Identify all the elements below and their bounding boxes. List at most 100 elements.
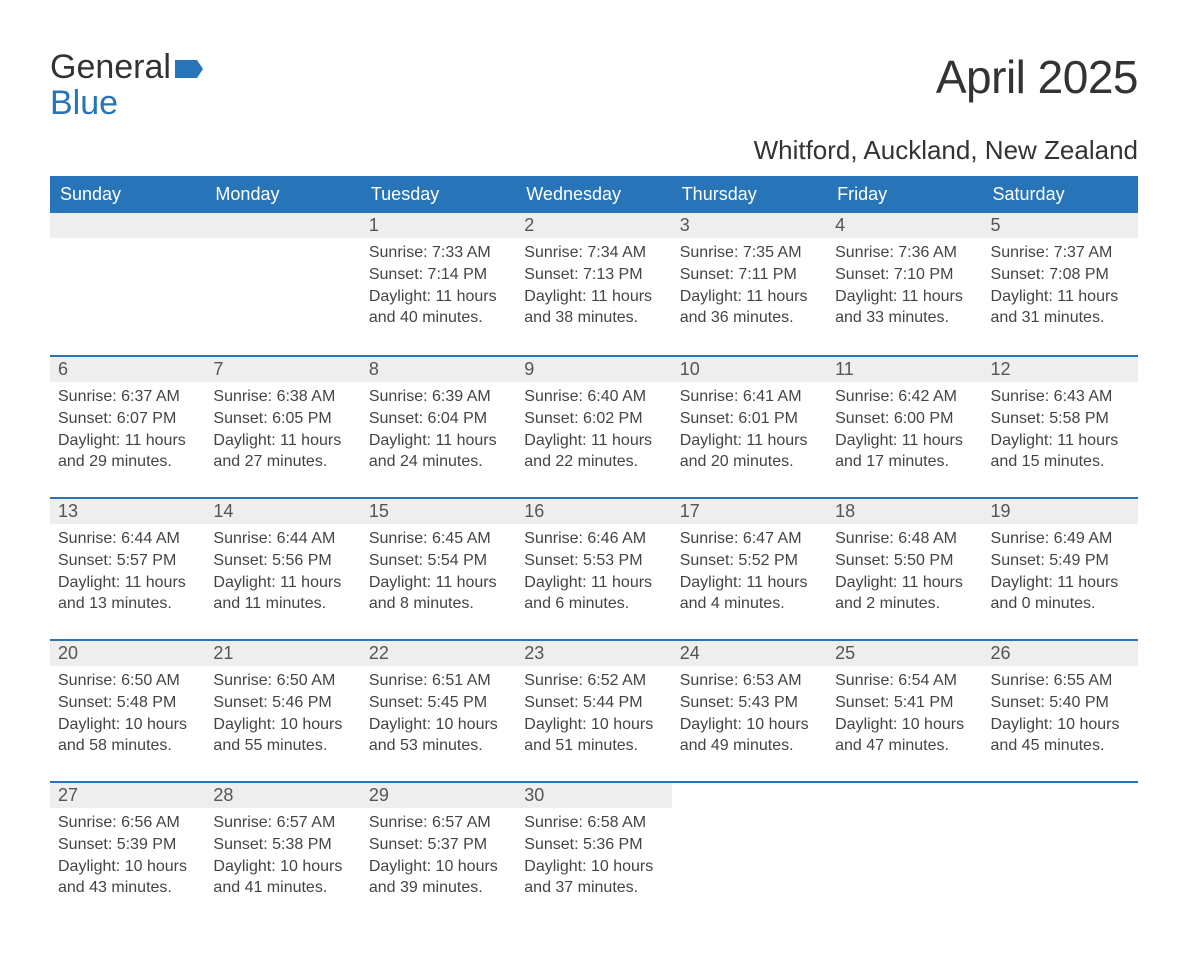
- daylight-text: and 38 minutes.: [524, 307, 663, 329]
- weekday-header: Wednesday: [516, 176, 671, 213]
- day-number: 8: [361, 357, 516, 382]
- weekday-header-row: Sunday Monday Tuesday Wednesday Thursday…: [50, 176, 1138, 213]
- calendar-day-cell: 2Sunrise: 7:34 AMSunset: 7:13 PMDaylight…: [516, 213, 671, 355]
- header: General Blue April 2025: [50, 50, 1138, 121]
- day-number: 2: [516, 213, 671, 238]
- calendar-day-cell: 23Sunrise: 6:52 AMSunset: 5:44 PMDayligh…: [516, 639, 671, 781]
- day-body: Sunrise: 6:44 AMSunset: 5:56 PMDaylight:…: [205, 524, 360, 624]
- weekday-header: Friday: [827, 176, 982, 213]
- calendar-week-row: 20Sunrise: 6:50 AMSunset: 5:48 PMDayligh…: [50, 639, 1138, 781]
- day-number: 4: [827, 213, 982, 238]
- sunset-text: Sunset: 5:37 PM: [369, 834, 508, 856]
- day-body: Sunrise: 7:37 AMSunset: 7:08 PMDaylight:…: [983, 238, 1138, 338]
- day-number: 11: [827, 357, 982, 382]
- day-body: Sunrise: 6:51 AMSunset: 5:45 PMDaylight:…: [361, 666, 516, 766]
- calendar-day-cell: 19Sunrise: 6:49 AMSunset: 5:49 PMDayligh…: [983, 497, 1138, 639]
- sunset-text: Sunset: 6:00 PM: [835, 408, 974, 430]
- daylight-text: Daylight: 11 hours: [58, 572, 197, 594]
- day-number: 1: [361, 213, 516, 238]
- daylight-text: and 49 minutes.: [680, 735, 819, 757]
- day-number: 20: [50, 641, 205, 666]
- flag-icon: [175, 50, 203, 86]
- day-body: Sunrise: 7:35 AMSunset: 7:11 PMDaylight:…: [672, 238, 827, 338]
- day-number: 5: [983, 213, 1138, 238]
- sunrise-text: Sunrise: 6:52 AM: [524, 670, 663, 692]
- day-body: Sunrise: 6:46 AMSunset: 5:53 PMDaylight:…: [516, 524, 671, 624]
- daylight-text: Daylight: 11 hours: [680, 572, 819, 594]
- day-body: Sunrise: 6:45 AMSunset: 5:54 PMDaylight:…: [361, 524, 516, 624]
- sunrise-text: Sunrise: 7:36 AM: [835, 242, 974, 264]
- day-body: Sunrise: 6:49 AMSunset: 5:49 PMDaylight:…: [983, 524, 1138, 624]
- daylight-text: and 20 minutes.: [680, 451, 819, 473]
- logo-word1: General: [50, 48, 171, 86]
- daylight-text: Daylight: 11 hours: [369, 286, 508, 308]
- daylight-text: Daylight: 10 hours: [524, 714, 663, 736]
- daylight-text: and 36 minutes.: [680, 307, 819, 329]
- day-body: Sunrise: 6:40 AMSunset: 6:02 PMDaylight:…: [516, 382, 671, 482]
- day-body: Sunrise: 6:57 AMSunset: 5:38 PMDaylight:…: [205, 808, 360, 908]
- sunset-text: Sunset: 5:41 PM: [835, 692, 974, 714]
- daylight-text: and 37 minutes.: [524, 877, 663, 899]
- daylight-text: Daylight: 11 hours: [369, 572, 508, 594]
- daylight-text: and 51 minutes.: [524, 735, 663, 757]
- sunrise-text: Sunrise: 6:50 AM: [213, 670, 352, 692]
- calendar-day-cell: 21Sunrise: 6:50 AMSunset: 5:46 PMDayligh…: [205, 639, 360, 781]
- daylight-text: and 58 minutes.: [58, 735, 197, 757]
- daylight-text: Daylight: 10 hours: [524, 856, 663, 878]
- calendar-day-cell: 17Sunrise: 6:47 AMSunset: 5:52 PMDayligh…: [672, 497, 827, 639]
- sunrise-text: Sunrise: 6:48 AM: [835, 528, 974, 550]
- day-number: 25: [827, 641, 982, 666]
- daylight-text: and 15 minutes.: [991, 451, 1130, 473]
- weekday-header: Saturday: [983, 176, 1138, 213]
- sunrise-text: Sunrise: 6:57 AM: [213, 812, 352, 834]
- calendar-day-cell: .: [205, 213, 360, 355]
- daylight-text: Daylight: 11 hours: [524, 572, 663, 594]
- sunrise-text: Sunrise: 6:39 AM: [369, 386, 508, 408]
- daylight-text: Daylight: 11 hours: [991, 572, 1130, 594]
- day-number: 12: [983, 357, 1138, 382]
- weekday-header: Sunday: [50, 176, 205, 213]
- calendar-day-cell: 29Sunrise: 6:57 AMSunset: 5:37 PMDayligh…: [361, 781, 516, 923]
- day-number: 17: [672, 499, 827, 524]
- day-number: 26: [983, 641, 1138, 666]
- daylight-text: Daylight: 11 hours: [835, 286, 974, 308]
- sunset-text: Sunset: 5:50 PM: [835, 550, 974, 572]
- weekday-header: Thursday: [672, 176, 827, 213]
- calendar-day-cell: 10Sunrise: 6:41 AMSunset: 6:01 PMDayligh…: [672, 355, 827, 497]
- daylight-text: and 41 minutes.: [213, 877, 352, 899]
- sunset-text: Sunset: 5:52 PM: [680, 550, 819, 572]
- daylight-text: Daylight: 11 hours: [213, 430, 352, 452]
- day-body: Sunrise: 7:34 AMSunset: 7:13 PMDaylight:…: [516, 238, 671, 338]
- day-body: Sunrise: 7:36 AMSunset: 7:10 PMDaylight:…: [827, 238, 982, 338]
- day-body: Sunrise: 6:53 AMSunset: 5:43 PMDaylight:…: [672, 666, 827, 766]
- sunrise-text: Sunrise: 6:57 AM: [369, 812, 508, 834]
- weekday-header: Monday: [205, 176, 360, 213]
- day-number: 21: [205, 641, 360, 666]
- calendar-day-cell: 15Sunrise: 6:45 AMSunset: 5:54 PMDayligh…: [361, 497, 516, 639]
- sunset-text: Sunset: 5:43 PM: [680, 692, 819, 714]
- month-title: April 2025: [936, 50, 1138, 104]
- calendar-day-cell: 8Sunrise: 6:39 AMSunset: 6:04 PMDaylight…: [361, 355, 516, 497]
- daylight-text: and 55 minutes.: [213, 735, 352, 757]
- sunset-text: Sunset: 5:36 PM: [524, 834, 663, 856]
- day-number: 27: [50, 783, 205, 808]
- calendar-day-cell: 5Sunrise: 7:37 AMSunset: 7:08 PMDaylight…: [983, 213, 1138, 355]
- sunrise-text: Sunrise: 6:37 AM: [58, 386, 197, 408]
- day-body: Sunrise: 6:56 AMSunset: 5:39 PMDaylight:…: [50, 808, 205, 908]
- daylight-text: and 11 minutes.: [213, 593, 352, 615]
- sunrise-text: Sunrise: 7:37 AM: [991, 242, 1130, 264]
- daylight-text: and 8 minutes.: [369, 593, 508, 615]
- calendar-day-cell: 4Sunrise: 7:36 AMSunset: 7:10 PMDaylight…: [827, 213, 982, 355]
- daylight-text: and 4 minutes.: [680, 593, 819, 615]
- calendar-day-cell: 16Sunrise: 6:46 AMSunset: 5:53 PMDayligh…: [516, 497, 671, 639]
- daylight-text: and 45 minutes.: [991, 735, 1130, 757]
- calendar-day-cell: 3Sunrise: 7:35 AMSunset: 7:11 PMDaylight…: [672, 213, 827, 355]
- day-body: Sunrise: 6:38 AMSunset: 6:05 PMDaylight:…: [205, 382, 360, 482]
- sunrise-text: Sunrise: 6:45 AM: [369, 528, 508, 550]
- day-body: Sunrise: 6:50 AMSunset: 5:46 PMDaylight:…: [205, 666, 360, 766]
- daylight-text: Daylight: 11 hours: [835, 430, 974, 452]
- day-body: Sunrise: 6:55 AMSunset: 5:40 PMDaylight:…: [983, 666, 1138, 766]
- sunset-text: Sunset: 5:54 PM: [369, 550, 508, 572]
- sunset-text: Sunset: 5:38 PM: [213, 834, 352, 856]
- sunrise-text: Sunrise: 6:40 AM: [524, 386, 663, 408]
